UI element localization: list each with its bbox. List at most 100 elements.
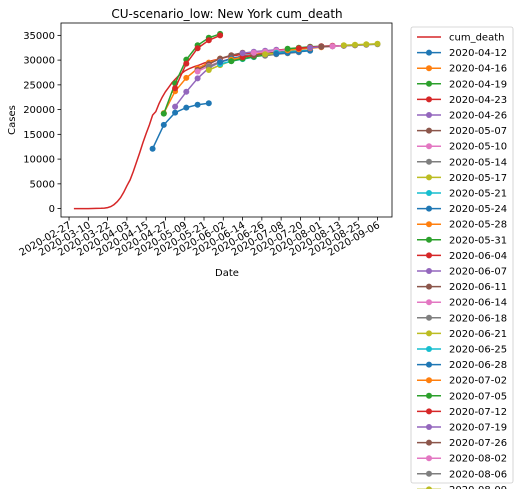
series-line <box>276 49 311 55</box>
series-2020-08-09 <box>340 40 381 49</box>
data-point <box>149 145 156 152</box>
data-point <box>239 50 246 57</box>
legend-entry: 2020-05-31 <box>417 235 507 246</box>
legend-label: 2020-04-23 <box>449 95 507 106</box>
legend-entry: 2020-04-16 <box>417 64 507 75</box>
data-point <box>340 42 347 49</box>
legend-entry: 2020-05-14 <box>417 157 507 168</box>
y-tick-label: 5000 <box>30 179 55 190</box>
data-point <box>307 44 314 51</box>
legend-entry: 2020-06-18 <box>417 313 507 324</box>
legend-entry: 2020-06-07 <box>417 267 507 278</box>
y-tick-label: 35000 <box>23 31 55 42</box>
data-point <box>183 104 190 111</box>
legend-marker <box>426 252 432 259</box>
data-point <box>160 110 167 117</box>
data-point <box>160 121 167 128</box>
legend-label: 2020-06-18 <box>449 313 507 324</box>
legend-marker <box>426 236 432 243</box>
legend-marker <box>426 268 432 274</box>
legend-entry: 2020-06-25 <box>417 345 507 356</box>
plot-frame <box>60 22 393 218</box>
legend-entry: 2020-04-23 <box>417 95 507 106</box>
legend-marker <box>426 346 432 352</box>
legend-entry: 2020-06-21 <box>417 329 507 340</box>
y-tick-label: 25000 <box>23 80 55 91</box>
legend-entry: 2020-07-02 <box>417 376 507 387</box>
legend-entry: 2020-06-14 <box>417 298 507 309</box>
legend-label: 2020-06-04 <box>449 251 507 262</box>
legend-marker <box>426 486 432 489</box>
legend-marker <box>426 127 432 134</box>
legend-marker <box>426 221 432 228</box>
data-point <box>194 45 201 52</box>
plot-marks <box>73 30 381 210</box>
legend-entry: 2020-07-12 <box>417 407 507 418</box>
data-point <box>295 45 302 52</box>
data-point <box>250 49 257 56</box>
series-2020-06-28 <box>273 47 314 57</box>
legend-label: cum_death <box>449 33 504 44</box>
legend-marker <box>426 330 432 337</box>
legend-marker <box>426 299 432 306</box>
legend-entry: 2020-05-17 <box>417 173 507 184</box>
data-point <box>273 50 280 57</box>
data-point <box>172 109 179 116</box>
data-point <box>205 100 212 107</box>
series-line <box>343 43 378 47</box>
data-point <box>194 75 201 82</box>
legend-label: 2020-07-05 <box>449 391 507 402</box>
legend-marker <box>426 190 432 196</box>
y-tick-label: 20000 <box>23 105 55 116</box>
legend-marker <box>426 158 432 165</box>
data-point <box>183 74 190 81</box>
data-point <box>352 41 358 48</box>
legend-label: 2020-05-28 <box>449 220 507 231</box>
data-point <box>194 101 201 108</box>
legend-label: 2020-05-24 <box>449 204 507 215</box>
legend-label: 2020-05-10 <box>449 142 507 153</box>
legend-marker <box>426 174 432 181</box>
legend-marker <box>426 470 432 477</box>
legend-label: 2020-04-26 <box>449 111 507 122</box>
legend-marker <box>426 314 432 321</box>
legend-entry: 2020-08-06 <box>417 469 507 480</box>
legend-entry: 2020-06-11 <box>417 282 507 293</box>
series-line <box>253 48 288 54</box>
data-point <box>183 88 190 95</box>
legend-marker <box>426 65 432 72</box>
legend-label: 2020-06-28 <box>449 360 507 371</box>
legend-entry: 2020-08-02 <box>417 454 507 465</box>
legend-label: 2020-05-31 <box>449 235 507 246</box>
series-2020-04-23 <box>172 32 224 92</box>
data-point <box>284 45 291 52</box>
legend-label: 2020-07-26 <box>449 438 507 449</box>
legend-label: 2020-06-07 <box>449 267 507 278</box>
legend-label: 2020-06-21 <box>449 329 507 340</box>
data-point <box>329 43 336 50</box>
data-point <box>262 51 269 58</box>
legend-label: 2020-06-11 <box>449 282 507 293</box>
data-point <box>217 59 224 66</box>
data-point <box>318 43 325 50</box>
legend-marker <box>426 408 432 415</box>
y-tick-label: 30000 <box>23 56 55 67</box>
legend-label: 2020-08-06 <box>449 469 507 480</box>
legend-marker <box>426 80 432 87</box>
legend-marker <box>426 377 432 384</box>
legend-marker <box>426 49 432 56</box>
legend-label: 2020-06-25 <box>449 345 507 356</box>
legend-label: 2020-04-19 <box>449 79 507 90</box>
legend-marker <box>426 455 432 462</box>
data-point <box>194 68 201 75</box>
legend-frame <box>410 26 514 484</box>
legend-marker <box>426 424 432 430</box>
legend-entry: 2020-04-26 <box>417 111 507 122</box>
legend-label: 2020-08-02 <box>449 454 507 465</box>
series-line <box>242 48 277 54</box>
legend-entry: 2020-06-28 <box>417 360 507 371</box>
legend-label: 2020-07-19 <box>449 423 507 434</box>
chart-title: CU-scenario_low: New York cum_death <box>111 7 342 21</box>
data-point <box>172 103 179 110</box>
